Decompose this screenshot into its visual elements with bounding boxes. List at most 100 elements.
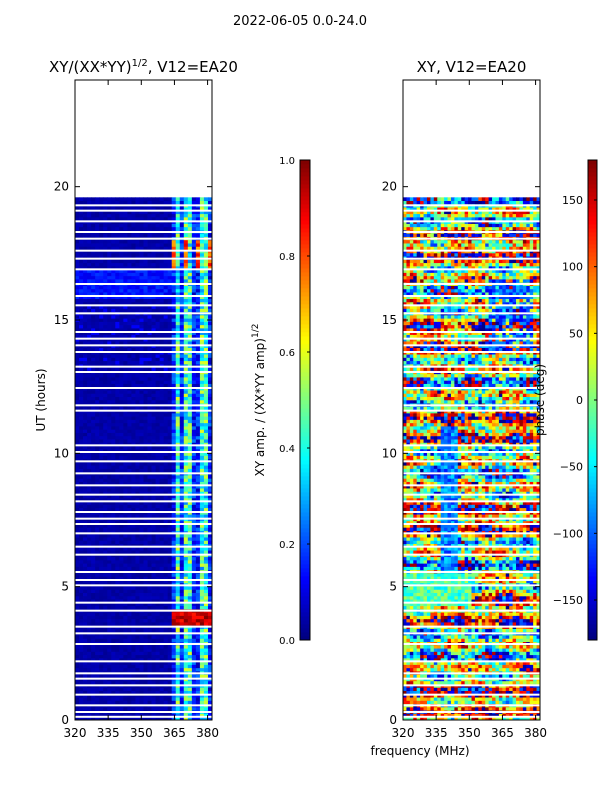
heat-cell: [167, 501, 173, 505]
heat-cell: [143, 605, 148, 610]
heat-cell: [155, 275, 161, 280]
heat-cell: [163, 377, 169, 381]
heat-cell: [115, 468, 120, 473]
heat-cell: [99, 390, 104, 394]
heat-cell: [131, 507, 136, 512]
heat-cell: [183, 347, 189, 352]
heat-cell: [103, 279, 108, 283]
heat-cell: [83, 595, 88, 600]
heat-cell: [103, 298, 108, 303]
heat-cell: [95, 419, 100, 424]
heat-cell: [131, 265, 136, 270]
heat-cell: [83, 373, 88, 378]
heat-cell: [143, 321, 148, 326]
heat-cell: [163, 295, 169, 299]
heat-cell: [103, 700, 108, 705]
heat-cell: [163, 520, 169, 525]
heat-cell: [119, 599, 124, 603]
heat-cell: [131, 295, 136, 299]
heat-cell: [175, 396, 181, 401]
heat-cell: [203, 475, 209, 479]
heat-cell: [95, 393, 100, 397]
heat-cell: [131, 465, 136, 469]
heat-cell: [155, 697, 161, 701]
heat-cell: [159, 285, 165, 290]
heat-cell: [143, 298, 148, 303]
heat-cell: [187, 314, 193, 319]
heat-cell: [147, 396, 152, 401]
heat-cell: [95, 318, 100, 322]
heat-cell: [139, 524, 144, 528]
heat-cell: [127, 292, 132, 296]
heat-cell: [147, 275, 152, 280]
heat-cell: [111, 318, 116, 322]
heat-cell: [127, 628, 132, 633]
heat-cell: [167, 380, 173, 384]
heat-cell: [143, 586, 148, 590]
heat-cell: [95, 700, 100, 705]
heat-cell: [115, 334, 120, 339]
heat-cell: [75, 484, 80, 489]
heat-cell: [111, 687, 116, 691]
heat-cell: [175, 599, 181, 603]
heat-cell: [203, 657, 209, 662]
heat-cell: [131, 259, 136, 264]
heat-cell: [115, 713, 120, 718]
heat-cell: [167, 243, 173, 247]
heat-cell: [123, 272, 128, 277]
heat-cell: [175, 377, 181, 381]
heat-cell: [163, 285, 169, 290]
heat-cell: [107, 360, 112, 365]
heat-cell: [95, 674, 100, 678]
heat-cell: [151, 318, 156, 322]
heat-cell: [183, 243, 189, 247]
heat-cell: [143, 377, 148, 381]
heat-cell: [187, 298, 193, 303]
heat-cell: [187, 713, 193, 718]
heat-cell: [135, 439, 140, 443]
heat-cell: [91, 478, 96, 482]
heat-cell: [119, 308, 124, 313]
heat-cell: [143, 638, 148, 642]
heat-cell: [151, 484, 156, 489]
heat-cell: [91, 599, 96, 603]
heat-cell: [123, 615, 128, 620]
heat-cell: [83, 497, 88, 502]
heat-cell: [95, 301, 100, 306]
heat-cell: [171, 635, 177, 639]
heat-cell: [187, 654, 193, 659]
heat-cell: [191, 426, 197, 430]
heat-cell: [179, 448, 185, 453]
heat-cell: [131, 504, 136, 509]
heat-cell: [111, 445, 116, 450]
heat-cell: [75, 321, 80, 326]
heat-cell: [171, 690, 177, 695]
heat-cell: [187, 537, 193, 541]
heat-cell: [143, 341, 148, 345]
heat-cell: [111, 667, 116, 672]
heat-cell: [75, 246, 80, 250]
heat-cell: [87, 644, 92, 649]
heat-cell: [79, 635, 84, 639]
heat-cell: [91, 693, 96, 698]
heat-cell: [139, 615, 144, 620]
heat-cell: [107, 713, 112, 718]
heat-cell: [207, 354, 213, 358]
heat-cell: [99, 298, 104, 303]
heat-cell: [127, 426, 132, 430]
heat-cell: [119, 288, 124, 293]
heat-cell: [107, 507, 112, 512]
heat-cell: [199, 628, 205, 633]
heat-cell: [87, 308, 92, 313]
heat-cell: [103, 305, 108, 309]
heat-cell: [103, 439, 108, 443]
heat-cell: [147, 690, 152, 695]
heat-cell: [155, 592, 161, 597]
heat-cell: [147, 334, 152, 339]
heat-cell: [183, 272, 189, 277]
heat-cell: [187, 318, 193, 322]
heat-cell: [135, 367, 140, 371]
heat-cell: [75, 664, 80, 669]
heat-cell: [83, 556, 88, 561]
heat-cell: [163, 292, 169, 296]
